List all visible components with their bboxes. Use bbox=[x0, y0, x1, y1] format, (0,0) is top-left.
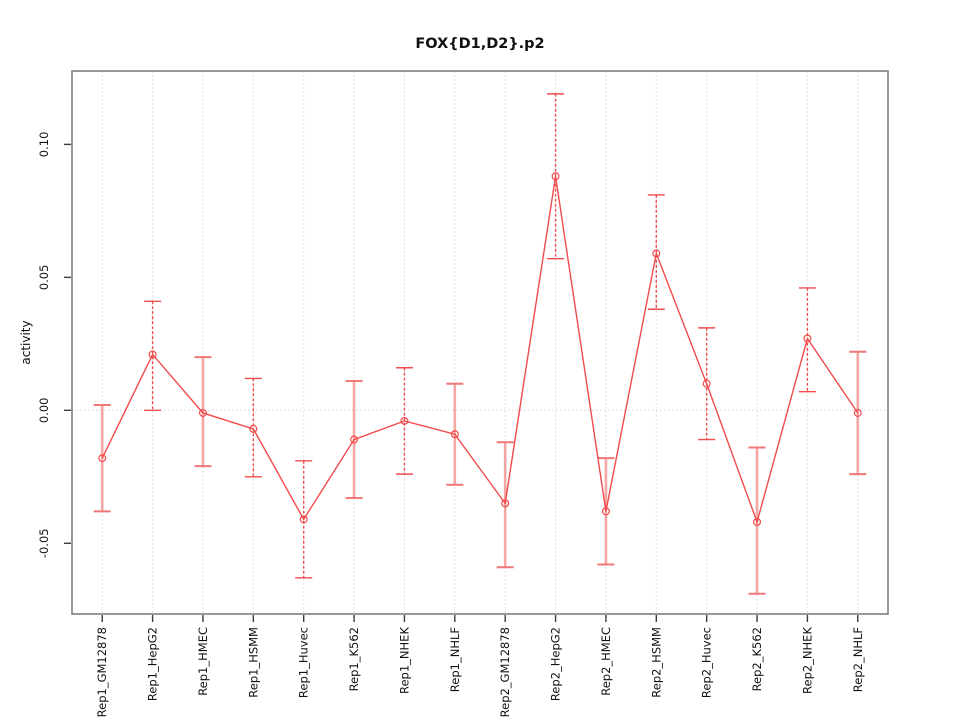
y-tick-label: -0.05 bbox=[37, 528, 51, 558]
data-point-marker bbox=[98, 454, 107, 463]
x-tick-label: Rep2_K562 bbox=[750, 627, 764, 691]
data-point-marker bbox=[299, 515, 308, 524]
x-tick-label: Rep2_Huvec bbox=[700, 627, 714, 698]
x-tick-label: Rep1_NHEK bbox=[397, 627, 411, 694]
y-axis-label: activity bbox=[19, 320, 33, 364]
x-tick-label: Rep1_Huvec bbox=[297, 627, 311, 698]
x-tick-label: Rep1_HMEC bbox=[196, 627, 210, 696]
x-tick-label: Rep2_HepG2 bbox=[549, 627, 563, 701]
x-tick-label: Rep2_NHEK bbox=[800, 627, 814, 694]
x-tick-label: Rep2_HSMM bbox=[649, 627, 663, 698]
data-point-marker bbox=[198, 408, 207, 417]
y-tick-label: 0.10 bbox=[37, 132, 51, 158]
data-point-marker bbox=[702, 379, 711, 388]
x-tick-label: Rep1_HSMM bbox=[246, 627, 260, 698]
data-point-marker bbox=[501, 499, 510, 508]
data-point-marker bbox=[350, 435, 359, 444]
x-tick-label: Rep2_HMEC bbox=[599, 627, 613, 696]
data-point-marker bbox=[753, 517, 762, 526]
data-point-marker bbox=[551, 172, 560, 181]
series-line bbox=[101, 176, 859, 525]
plot-border bbox=[71, 70, 889, 615]
data-point-marker bbox=[249, 424, 258, 433]
data-point-marker bbox=[450, 430, 459, 439]
x-tick-label: Rep1_GM12878 bbox=[95, 627, 109, 717]
data-point-marker bbox=[853, 408, 862, 417]
data-point-marker bbox=[400, 416, 409, 425]
chart-title: FOX{D1,D2}.p2 bbox=[415, 36, 544, 52]
data-point-marker bbox=[601, 507, 610, 516]
data-point-marker bbox=[803, 334, 812, 343]
x-tick-label: Rep2_NHLF bbox=[851, 627, 865, 692]
y-tick-label: 0.05 bbox=[37, 265, 51, 291]
x-tick-label: Rep1_HepG2 bbox=[146, 627, 160, 701]
x-tick-label: Rep2_GM12878 bbox=[498, 627, 512, 717]
y-tick-label: 0.00 bbox=[37, 398, 51, 424]
data-point-marker bbox=[652, 249, 661, 258]
data-point-marker bbox=[148, 350, 157, 359]
x-tick-label: Rep1_NHLF bbox=[448, 627, 462, 692]
x-tick-label: Rep1_K562 bbox=[347, 627, 361, 691]
